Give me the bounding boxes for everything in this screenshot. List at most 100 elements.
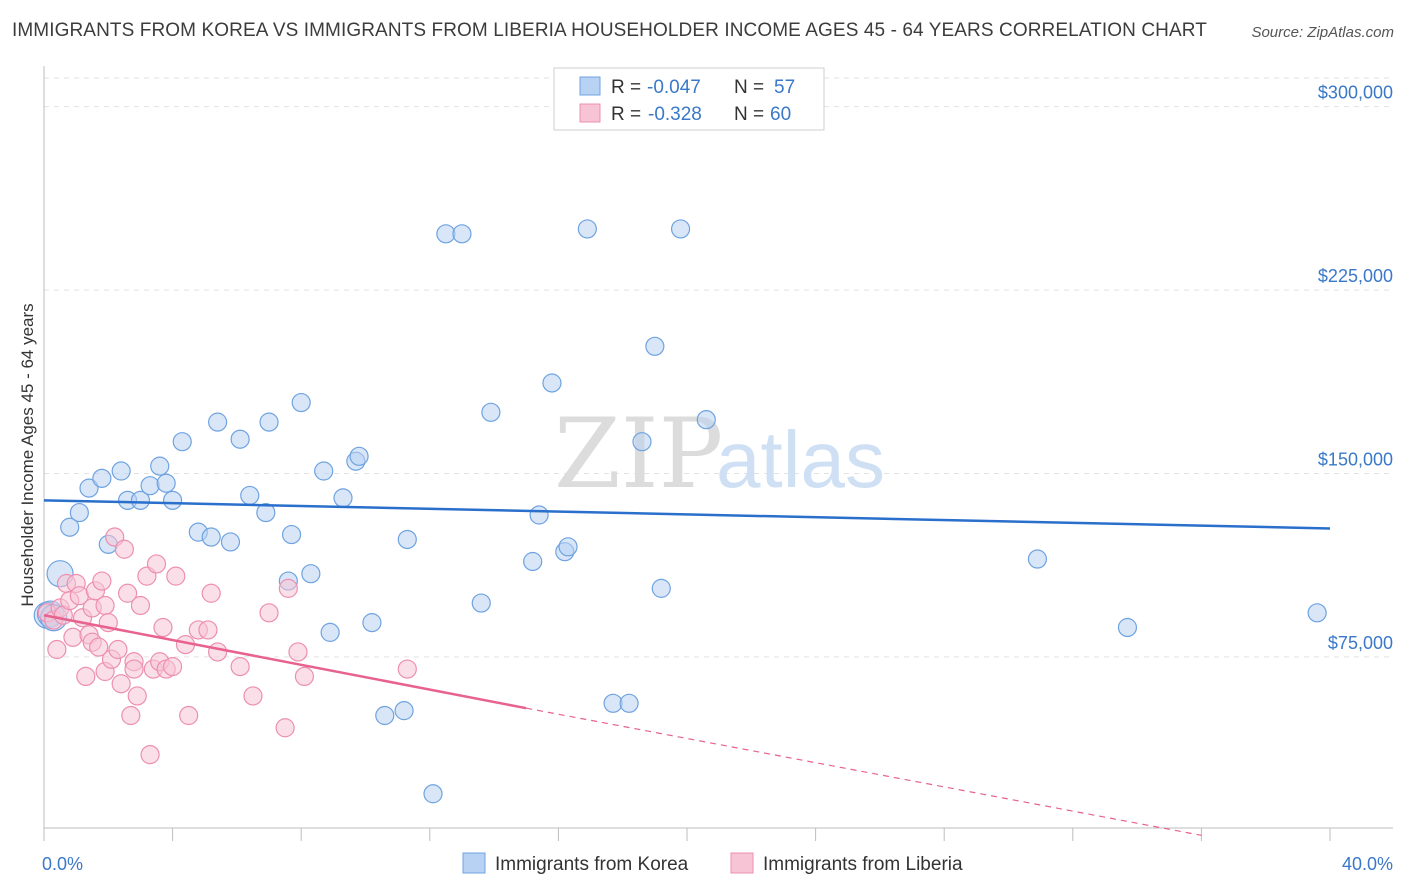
korea-point bbox=[92, 468, 112, 488]
liberia-point bbox=[117, 583, 138, 603]
korea-point bbox=[481, 402, 501, 422]
korea-point bbox=[111, 461, 131, 481]
stats-r-label-korea: R = bbox=[611, 77, 641, 98]
korea-point bbox=[436, 224, 456, 244]
liberia-point bbox=[130, 595, 151, 616]
korea-trend-line bbox=[43, 499, 1331, 530]
stats-n-value-liberia: 60 bbox=[770, 104, 791, 125]
liberia-point bbox=[127, 686, 147, 706]
korea-point bbox=[542, 373, 562, 393]
korea-point bbox=[423, 784, 443, 804]
watermark: ZIP atlas bbox=[554, 398, 885, 510]
y-tick-labels: $75,000 $150,000 $225,000 $300,000 bbox=[1318, 83, 1393, 653]
liberia-point bbox=[111, 674, 131, 694]
korea-point bbox=[201, 527, 221, 547]
legend-label-liberia: Immigrants from Liberia bbox=[763, 854, 963, 875]
liberia-point bbox=[288, 642, 308, 662]
liberia-point bbox=[114, 539, 134, 559]
korea-point bbox=[471, 593, 491, 613]
liberia-trend-line bbox=[43, 614, 527, 710]
liberia-point bbox=[153, 617, 173, 638]
x-tick-min: 0.0% bbox=[42, 854, 83, 874]
korea-point bbox=[558, 537, 578, 557]
korea-point bbox=[281, 524, 302, 545]
korea-point bbox=[208, 412, 228, 432]
korea-point bbox=[130, 490, 151, 510]
korea-point bbox=[452, 224, 472, 244]
liberia-point bbox=[259, 603, 279, 623]
korea-point bbox=[645, 336, 665, 356]
korea-point bbox=[333, 488, 353, 508]
korea-point bbox=[240, 485, 260, 506]
trend-lines bbox=[43, 499, 1331, 836]
korea-point bbox=[172, 432, 192, 452]
stats-n-label-korea: N = bbox=[734, 77, 764, 98]
korea-point bbox=[696, 410, 716, 430]
korea-point bbox=[69, 502, 89, 523]
korea-point bbox=[230, 429, 250, 449]
legend-label-korea: Immigrants from Korea bbox=[495, 854, 689, 875]
gridlines bbox=[44, 77, 1393, 658]
korea-point bbox=[603, 693, 623, 713]
liberia-trend-extension bbox=[526, 707, 1202, 836]
liberia-point bbox=[121, 705, 141, 726]
source-label: Source: ZipAtlas.com bbox=[1251, 24, 1394, 41]
korea-point bbox=[314, 461, 334, 481]
korea-point bbox=[632, 432, 652, 452]
liberia-point bbox=[63, 627, 83, 647]
series-legend: Immigrants from Korea Immigrants from Li… bbox=[462, 852, 963, 875]
korea-point bbox=[156, 473, 176, 493]
stats-n-value-korea: 57 bbox=[774, 77, 795, 98]
korea-point bbox=[577, 219, 597, 239]
korea-point bbox=[397, 529, 417, 550]
liberia-point bbox=[275, 718, 295, 738]
korea-point bbox=[529, 505, 549, 525]
stats-n-label-liberia: N = bbox=[734, 104, 764, 125]
korea-points bbox=[33, 219, 1327, 804]
liberia-point bbox=[397, 659, 417, 679]
korea-point bbox=[394, 701, 414, 721]
legend-swatch-korea bbox=[462, 852, 486, 874]
korea-point bbox=[651, 578, 671, 598]
korea-point bbox=[1117, 617, 1138, 638]
liberia-point bbox=[201, 583, 221, 603]
y-tick-label: $150,000 bbox=[1318, 449, 1393, 469]
korea-point bbox=[1027, 549, 1048, 569]
axes bbox=[43, 66, 1393, 841]
liberia-point bbox=[140, 745, 160, 765]
liberia-point bbox=[95, 595, 115, 616]
watermark-atlas: atlas bbox=[716, 415, 885, 504]
liberia-point bbox=[166, 566, 186, 586]
korea-point bbox=[291, 392, 311, 413]
korea-point bbox=[1307, 603, 1327, 623]
liberia-point bbox=[243, 686, 263, 706]
liberia-point bbox=[146, 554, 167, 574]
korea-point bbox=[375, 705, 395, 726]
stats-legend-swatch-liberia bbox=[579, 103, 601, 123]
korea-point bbox=[60, 517, 80, 537]
stats-legend-swatch-korea bbox=[579, 76, 601, 96]
liberia-point bbox=[108, 639, 128, 660]
korea-point bbox=[523, 551, 543, 572]
stats-r-value-liberia: -0.328 bbox=[648, 104, 702, 125]
korea-point bbox=[259, 412, 279, 432]
watermark-zip: ZIP bbox=[554, 398, 723, 510]
liberia-point bbox=[208, 642, 228, 662]
korea-point bbox=[150, 456, 170, 476]
y-tick-label: $75,000 bbox=[1328, 633, 1393, 653]
y-axis-title: Householder Income Ages 45 - 64 years bbox=[18, 303, 37, 606]
liberia-point bbox=[278, 578, 298, 598]
liberia-point bbox=[198, 620, 218, 640]
korea-point bbox=[163, 490, 183, 510]
liberia-point bbox=[47, 639, 67, 660]
liberia-point bbox=[89, 637, 109, 657]
korea-point bbox=[79, 478, 99, 498]
korea-point bbox=[320, 622, 340, 642]
stats-r-label-liberia: R = bbox=[611, 104, 641, 125]
liberia-point bbox=[294, 666, 315, 687]
korea-point bbox=[301, 564, 321, 584]
liberia-points bbox=[37, 527, 417, 765]
y-tick-label: $225,000 bbox=[1318, 266, 1393, 286]
legend-swatch-liberia bbox=[730, 852, 754, 874]
